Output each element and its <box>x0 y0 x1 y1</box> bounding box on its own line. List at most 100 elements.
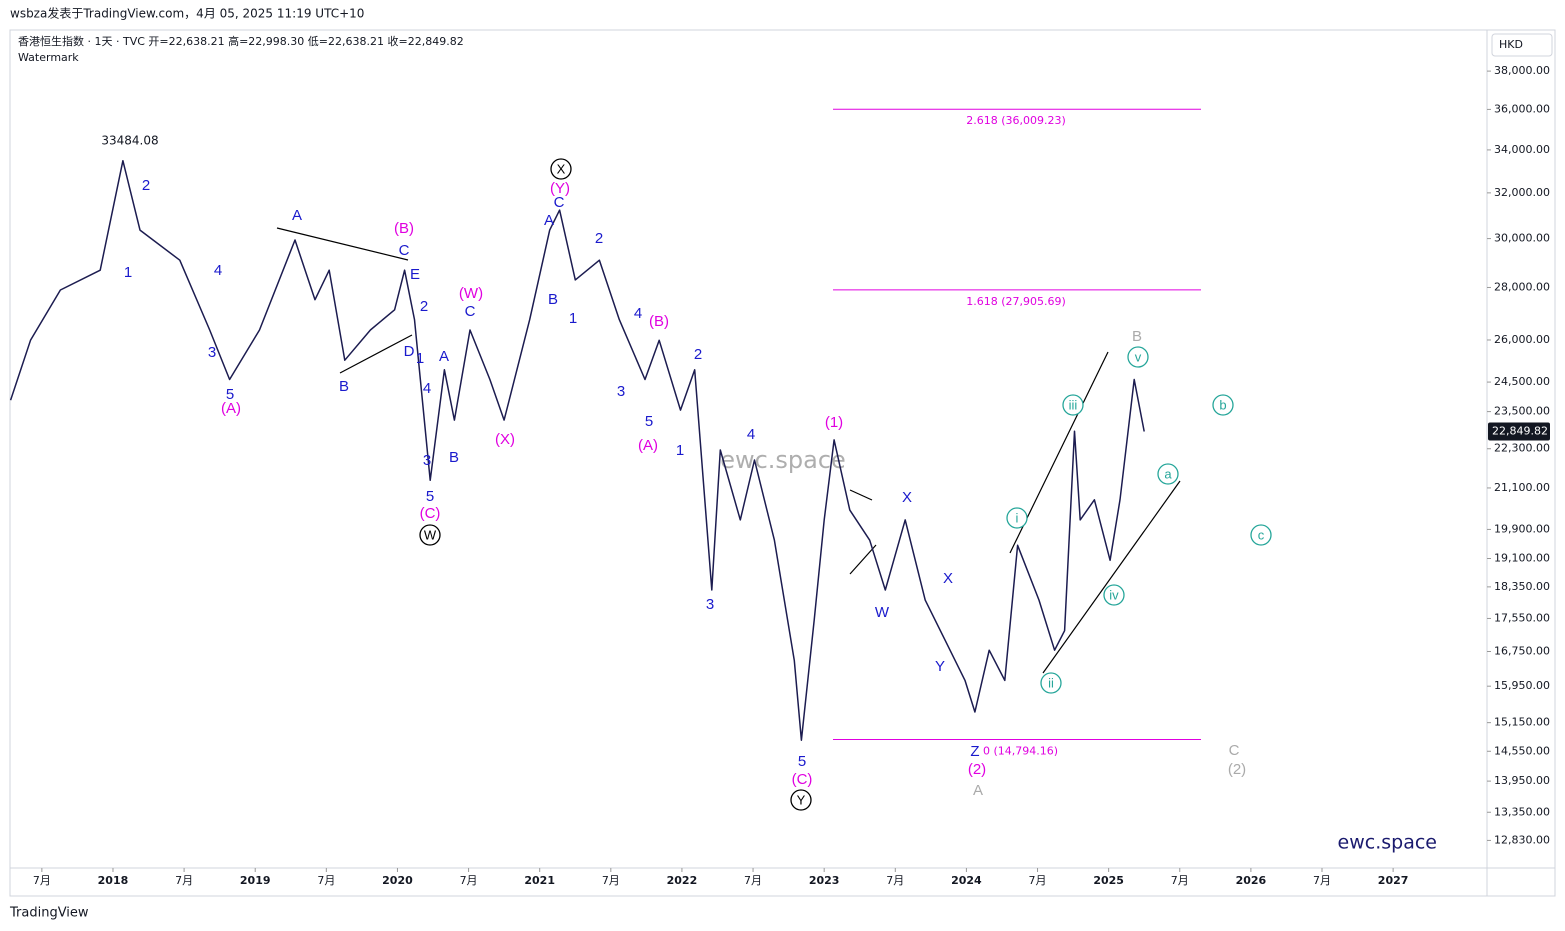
y-tick-label: 18,350.00 <box>1494 580 1550 593</box>
wave-label: iv <box>1109 587 1119 602</box>
brand: TradingView <box>9 906 89 921</box>
watermark: ewc.space <box>720 446 846 474</box>
y-tick-label: 32,000.00 <box>1494 186 1550 199</box>
frame <box>9 29 1556 897</box>
wave-label: C <box>1229 742 1240 759</box>
wave-circle <box>790 789 812 811</box>
wave-label: c <box>1258 527 1265 542</box>
wave-label: 2 <box>694 346 702 363</box>
wave-label: B <box>548 291 558 308</box>
watermark-note: Watermark <box>18 51 79 64</box>
x-tick-label: 2019 <box>240 874 271 887</box>
x-tick-label: 7月 <box>460 874 478 887</box>
trend-line <box>276 227 409 261</box>
wave-circle <box>1212 394 1234 416</box>
fib-label: 0 (14,794.16) <box>983 744 1058 757</box>
currency-box[interactable] <box>1491 33 1553 57</box>
y-tick-label: 19,100.00 <box>1494 551 1550 564</box>
y-tick-label: 28,000.00 <box>1494 280 1550 293</box>
x-tick-label: 7月 <box>602 874 620 887</box>
wave-label: 4 <box>747 426 755 443</box>
currency: HKD <box>1499 38 1523 51</box>
wave-circle <box>1062 394 1084 416</box>
y-tick-label: 24,500.00 <box>1494 375 1550 388</box>
y-tick-label: 38,000.00 <box>1494 64 1550 77</box>
fib-label: 2.618 (36,009.23) <box>966 114 1066 127</box>
wave-label: b <box>1219 397 1226 412</box>
wave-label: (2) <box>968 761 986 778</box>
last-price-box <box>1488 422 1550 441</box>
fib-label: 1.618 (27,905.69) <box>966 295 1066 308</box>
x-tick-label: 2024 <box>951 874 982 887</box>
wave-label: 3 <box>423 452 431 469</box>
wave-circle <box>1040 672 1062 694</box>
wave-label: (W) <box>459 285 483 302</box>
wave-label: C <box>554 194 565 211</box>
y-tick-label: 15,950.00 <box>1494 679 1550 692</box>
y-tick-label: 26,000.00 <box>1494 333 1550 346</box>
wave-label: W <box>424 527 437 542</box>
wave-circle <box>1127 346 1149 368</box>
wave-label: (B) <box>394 220 414 237</box>
x-tick-label: 2026 <box>1236 874 1267 887</box>
wave-label: 2 <box>420 298 428 315</box>
y-tick-label: 16,750.00 <box>1494 645 1550 658</box>
wave-label: 5 <box>798 753 806 770</box>
wave-label: Y <box>935 658 945 675</box>
x-tick-label: 2027 <box>1378 874 1409 887</box>
wave-label: (C) <box>792 771 813 788</box>
y-tick-label: 22,300.00 <box>1494 442 1550 455</box>
x-tick-label: 7月 <box>744 874 762 887</box>
wave-label: (C) <box>420 505 441 522</box>
x-tick-label: 7月 <box>1029 874 1047 887</box>
x-tick-label: 2022 <box>667 874 698 887</box>
byline: wsbza发表于TradingView.com，4月 05, 2025 11:1… <box>10 6 364 21</box>
wave-label: 1 <box>124 264 132 281</box>
wave-label: 3 <box>208 344 216 361</box>
wave-label: 3 <box>706 596 714 613</box>
x-tick-label: 7月 <box>1313 874 1331 887</box>
x-tick-label: 2021 <box>524 874 555 887</box>
wave-label: 4 <box>634 305 642 322</box>
x-tick-label: 7月 <box>175 874 193 887</box>
wave-label: A <box>544 212 554 229</box>
y-tick-label: 23,500.00 <box>1494 405 1550 418</box>
wave-label: 5 <box>645 413 653 430</box>
wave-label: A <box>292 207 302 224</box>
wave-circle <box>550 158 572 180</box>
trend-line <box>1042 480 1181 674</box>
trend-line <box>849 544 877 575</box>
y-tick-label: 21,100.00 <box>1494 481 1550 494</box>
price-line <box>9 159 1145 741</box>
wave-label: (A) <box>638 437 658 454</box>
y-tick-label: 17,550.00 <box>1494 611 1550 624</box>
wave-label: (X) <box>495 431 515 448</box>
symbol-info: 香港恒生指数 · 1天 · TVC 开=22,638.21 高=22,998.3… <box>18 34 464 48</box>
wave-label: (1) <box>825 414 843 431</box>
y-tick-label: 15,150.00 <box>1494 716 1550 729</box>
wave-label: i <box>1016 510 1019 525</box>
wave-label: B <box>1132 328 1142 345</box>
x-tick-label: 2025 <box>1093 874 1124 887</box>
wave-label: 3 <box>617 383 625 400</box>
wave-label: iii <box>1069 397 1078 412</box>
wave-label: D <box>404 343 415 360</box>
x-tick-label: 7月 <box>33 874 51 887</box>
wave-label: X <box>557 161 566 176</box>
wave-label: ii <box>1048 675 1054 690</box>
wave-label: 2 <box>142 177 150 194</box>
wave-label: 4 <box>214 262 222 279</box>
wave-label: X <box>902 489 912 506</box>
trend-line <box>849 489 873 501</box>
site: ewc.space <box>1338 832 1437 854</box>
wave-label: v <box>1135 349 1142 364</box>
wave-label: 1 <box>676 442 684 459</box>
wave-label: A <box>439 348 449 365</box>
x-tick-label: 2020 <box>382 874 413 887</box>
last-price-label: 22,849.82 <box>1492 424 1548 437</box>
wave-label: Y <box>797 792 806 807</box>
y-tick-label: 13,950.00 <box>1494 774 1550 787</box>
y-tick-label: 34,000.00 <box>1494 143 1550 156</box>
x-tick-label: 7月 <box>886 874 904 887</box>
